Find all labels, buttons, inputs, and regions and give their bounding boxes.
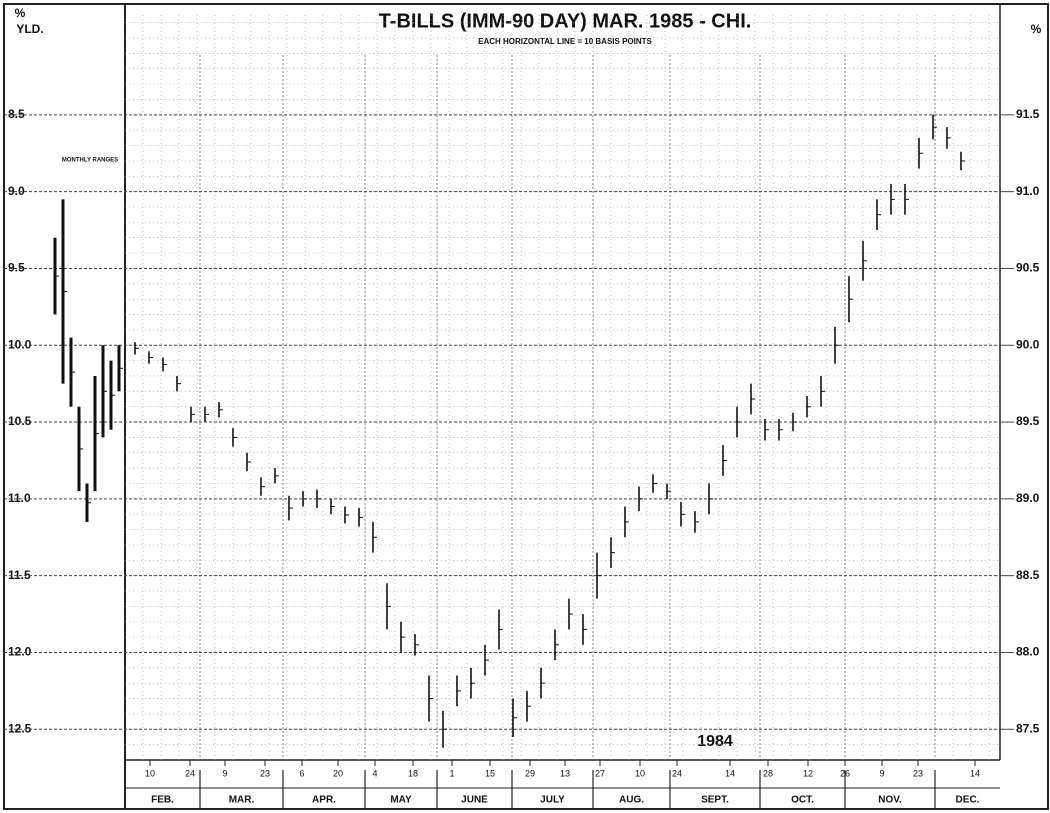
y-tick-label: 11.5 <box>8 568 31 582</box>
y2-tick-label: 87.5 <box>1016 721 1040 735</box>
y2-tick-label: 91.0 <box>1016 184 1040 198</box>
y2-tick-label: 88.0 <box>1016 645 1040 659</box>
y-tick-label: 11.0 <box>8 491 31 505</box>
year-label: 1984 <box>697 733 733 750</box>
day-label: 14 <box>725 768 735 778</box>
y2-tick-label: 88.5 <box>1016 568 1040 582</box>
day-label: 27 <box>595 768 605 778</box>
day-label: 10 <box>635 768 645 778</box>
month-label: MAY <box>390 795 412 806</box>
monthly-label: MONTHLY RANGES <box>62 158 118 164</box>
chart-title: T-BILLS (IMM-90 DAY) MAR. 1985 - CHI. <box>379 10 752 32</box>
day-label: 6 <box>299 768 304 778</box>
y2-tick-label: 90.0 <box>1016 337 1040 351</box>
day-label: 28 <box>763 768 773 778</box>
y2-unit: % <box>1031 22 1042 36</box>
day-label: 20 <box>333 768 343 778</box>
month-label: JULY <box>540 795 565 806</box>
y-tick-label: 12.0 <box>8 645 32 659</box>
month-label: DEC. <box>956 795 980 806</box>
day-label: 9 <box>879 768 884 778</box>
y-tick-label: 9.0 <box>8 184 25 198</box>
day-label: 9 <box>222 768 227 778</box>
day-label: 24 <box>185 768 195 778</box>
day-label: 14 <box>970 768 980 778</box>
y2-tick-label: 89.5 <box>1016 414 1040 428</box>
month-label: FEB. <box>151 795 174 806</box>
day-label: 23 <box>260 768 270 778</box>
day-label: 10 <box>145 768 155 778</box>
day-label: 15 <box>485 768 495 778</box>
frame <box>3 3 1049 810</box>
day-label: 18 <box>408 768 418 778</box>
y2-tick-label: 91.5 <box>1016 107 1040 121</box>
y2-tick-label: 90.5 <box>1016 261 1040 275</box>
day-label: 1 <box>449 768 454 778</box>
y-label: YLD. <box>16 22 43 36</box>
day-label: 24 <box>672 768 682 778</box>
y-tick-label: 10.0 <box>8 337 32 351</box>
day-label: 13 <box>560 768 570 778</box>
month-label: SEPT. <box>701 795 729 806</box>
month-label: APR. <box>312 795 336 806</box>
y-tick-label: 8.5 <box>8 107 25 121</box>
month-label: JUNE <box>461 795 488 806</box>
month-label: AUG. <box>619 795 644 806</box>
y-tick-label: 10.5 <box>8 414 32 428</box>
day-label: 23 <box>913 768 923 778</box>
day-label: 29 <box>525 768 535 778</box>
y2-tick-label: 89.0 <box>1016 491 1040 505</box>
chart-subtitle: EACH HORIZONTAL LINE = 10 BASIS POINTS <box>478 37 652 46</box>
month-label: OCT. <box>791 795 814 806</box>
y-tick-label: 12.5 <box>8 721 32 735</box>
month-label: NOV. <box>878 795 902 806</box>
month-label: MAR. <box>229 795 255 806</box>
day-label: 4 <box>372 768 377 778</box>
day-label: 12 <box>803 768 813 778</box>
y-unit: % <box>15 6 26 20</box>
y-tick-label: 9.5 <box>8 261 25 275</box>
